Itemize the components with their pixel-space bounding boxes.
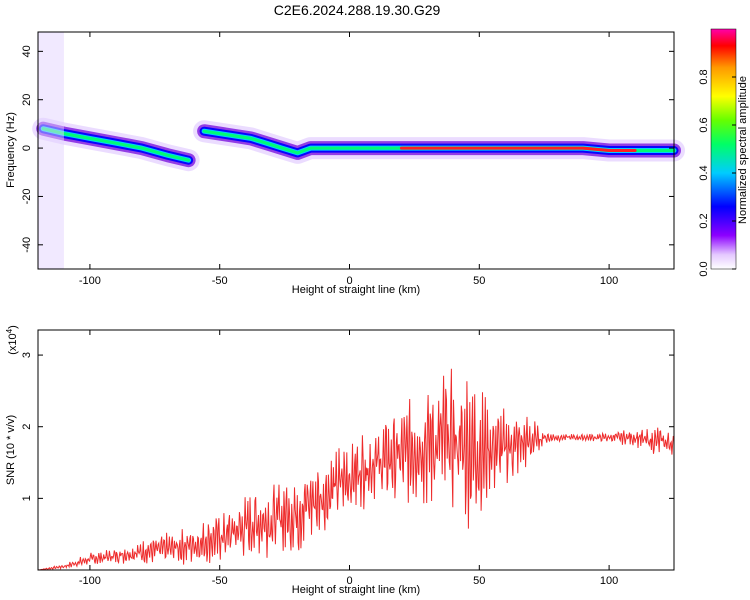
spectrogram-y-tick-label: 20 bbox=[21, 94, 33, 106]
snr-x-tick-label: 100 bbox=[600, 575, 618, 587]
snr-x-ticks: -100 -50 0 50 100 bbox=[79, 330, 618, 587]
snr-x-tick-label: 50 bbox=[473, 575, 485, 587]
colorbar-tick-label: 0.0 bbox=[698, 261, 710, 276]
spectrogram-x-tick-label: 0 bbox=[346, 275, 352, 287]
spectrogram-y-tick-label: -20 bbox=[21, 188, 33, 204]
spectrogram-x-axis-label: Height of straight line (km) bbox=[292, 284, 420, 296]
colorbar: 0.0 0.2 0.4 0.6 0.8 Normalized spectral ampl… bbox=[698, 28, 749, 277]
snr-y-tick-label: 2 bbox=[21, 424, 33, 430]
colorbar-label: Normalized spectral amplitude bbox=[737, 76, 749, 224]
snr-x-tick-label: -100 bbox=[79, 575, 101, 587]
chart-title: C2E6.2024.288.19.30.G29 bbox=[274, 2, 441, 18]
colorbar-gradient bbox=[710, 28, 737, 270]
colorbar-tick-label: 0.6 bbox=[698, 117, 710, 132]
spectrogram-ridge-core bbox=[399, 146, 637, 152]
colorbar-tick-label: 0.4 bbox=[698, 165, 710, 180]
spectrogram-x-tick-label: -100 bbox=[79, 275, 101, 287]
snr-x-tick-label: -50 bbox=[212, 575, 228, 587]
snr-plot-background bbox=[38, 330, 674, 570]
spectrogram-noise-band bbox=[38, 32, 64, 269]
snr-series-line bbox=[37, 368, 675, 571]
spectrogram-x-tick-label: -50 bbox=[212, 275, 228, 287]
snr-y-axis-label: SNR (10 * v/v) bbox=[5, 415, 17, 485]
snr-x-axis-label: Height of straight line (km) bbox=[292, 584, 420, 596]
spectrogram-ridge-band bbox=[41, 127, 191, 162]
snr-y-tick-label: 1 bbox=[21, 495, 33, 501]
spectrogram-x-ticks: -100 -50 0 50 100 bbox=[79, 32, 618, 287]
snr-y-ticks: 1 2 3 bbox=[21, 352, 674, 501]
spectrogram-y-tick-label: 0 bbox=[21, 145, 33, 151]
spectrogram-y-tick-label: 40 bbox=[21, 45, 33, 57]
snr-exponent-label: (x104) bbox=[5, 325, 20, 355]
snr-x-tick-label: 0 bbox=[346, 575, 352, 587]
spectrogram-y-ticks: -40 -20 0 20 40 bbox=[21, 45, 674, 253]
spectrogram-marks bbox=[32, 32, 685, 269]
spectrogram-y-axis-label: Frequency (Hz) bbox=[5, 112, 17, 188]
colorbar-ticks: 0.0 0.2 0.4 0.6 0.8 bbox=[698, 69, 736, 277]
spectrogram-x-tick-label: 100 bbox=[600, 275, 618, 287]
snr-plot-frame bbox=[37, 329, 675, 571]
spectrogram-plot-frame bbox=[37, 31, 675, 270]
spectrogram-panel: -100 -50 0 50 100 -40 -20 0 20 40 Height of stra… bbox=[5, 31, 685, 296]
snr-y-tick-label: 3 bbox=[21, 352, 33, 358]
colorbar-tick-label: 0.2 bbox=[698, 213, 710, 228]
spectrogram-x-tick-label: 50 bbox=[473, 275, 485, 287]
snr-marks bbox=[37, 368, 675, 571]
spectrogram-y-tick-label: -40 bbox=[21, 237, 33, 253]
colorbar-tick-label: 0.8 bbox=[698, 69, 710, 84]
snr-panel: -100 -50 0 50 100 1 2 3 Height of straight lin… bbox=[5, 325, 675, 596]
